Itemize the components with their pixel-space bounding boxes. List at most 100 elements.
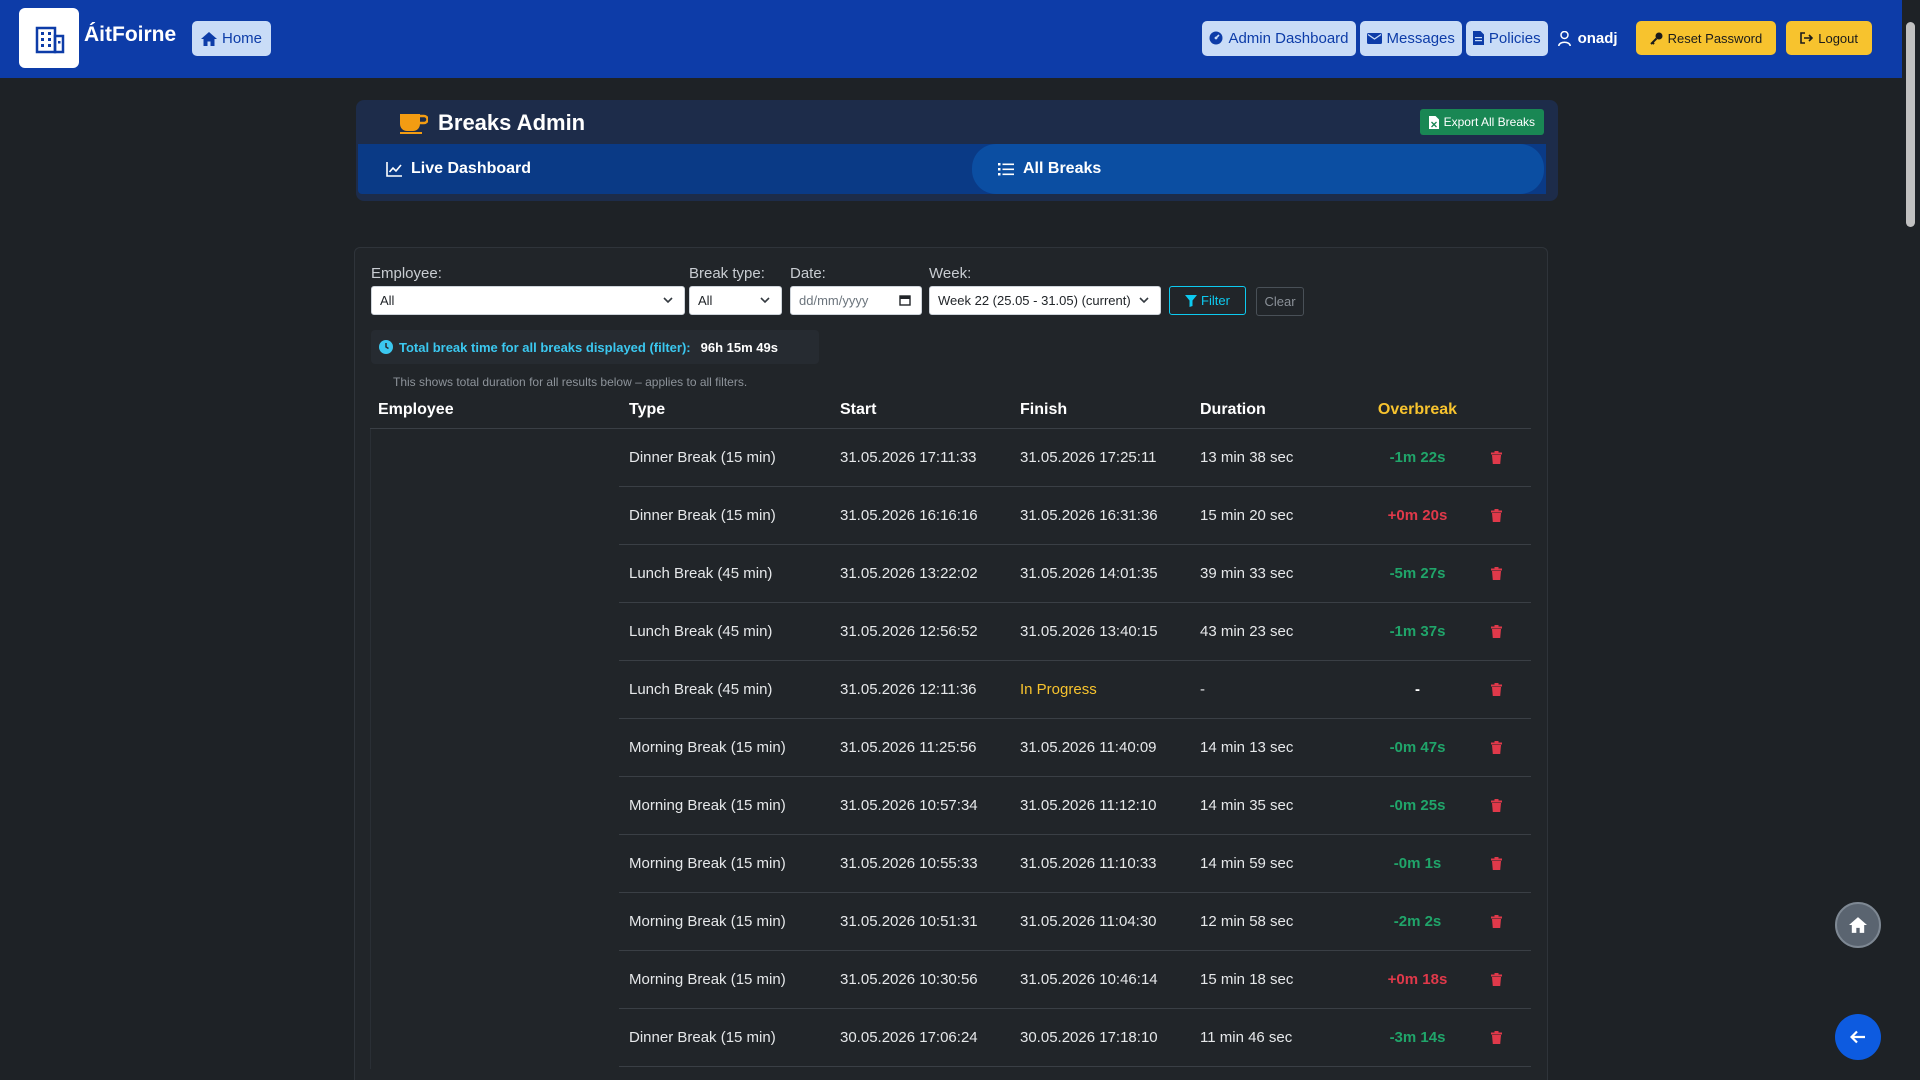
home-button[interactable]: Home xyxy=(192,21,272,56)
table-row: Lunch Break (45 min) 31.05.2026 12:11:36 I… xyxy=(619,661,1531,719)
header-employee[interactable]: Employee xyxy=(378,400,454,418)
cell-start: 31.05.2026 12:11:36 xyxy=(840,681,977,698)
chevron-down-icon xyxy=(760,297,770,304)
coffee-cup-icon xyxy=(400,114,428,134)
trash-icon xyxy=(1491,451,1502,464)
scrollbar-thumb[interactable] xyxy=(1906,22,1915,227)
employee-select[interactable]: All xyxy=(371,286,685,315)
user-menu[interactable]: onadj xyxy=(1557,30,1618,47)
calendar-icon xyxy=(899,295,911,306)
cell-overbreak: -1m 37s xyxy=(1389,623,1446,640)
trash-icon xyxy=(1491,973,1502,986)
date-input[interactable]: dd/mm/yyyy xyxy=(790,286,922,315)
admin-tabs: Live Dashboard All Breaks xyxy=(358,144,1546,194)
trash-icon xyxy=(1491,509,1502,522)
cell-type: Morning Break (15 min) xyxy=(629,971,786,988)
cell-overbreak: -0m 47s xyxy=(1389,739,1446,756)
floating-back-button[interactable] xyxy=(1835,1014,1881,1060)
cell-duration: 11 min 46 sec xyxy=(1200,1029,1293,1046)
tab-live-dashboard-label: Live Dashboard xyxy=(411,160,532,177)
cell-duration: 14 min 59 sec xyxy=(1200,855,1294,872)
delete-button[interactable] xyxy=(1491,835,1502,892)
header-duration[interactable]: Duration xyxy=(1200,400,1266,418)
trash-icon xyxy=(1491,857,1502,870)
header-finish[interactable]: Finish xyxy=(1020,400,1068,418)
reset-password-label: Reset Password xyxy=(1667,30,1763,46)
key-icon xyxy=(1649,32,1663,45)
admin-dashboard-button[interactable]: Admin Dashboard xyxy=(1202,20,1356,56)
cell-overbreak: -2m 2s xyxy=(1393,913,1442,930)
brand-name[interactable]: ÁitFoirne xyxy=(84,23,177,46)
cell-start: 31.05.2026 13:22:02 xyxy=(840,565,978,582)
cell-duration: 12 min 58 sec xyxy=(1200,913,1294,930)
table-row: Morning Break (15 min) 31.05.2026 11:25:5… xyxy=(619,719,1531,777)
cell-type: Morning Break (15 min) xyxy=(629,739,786,756)
logo[interactable] xyxy=(19,8,79,68)
delete-button[interactable] xyxy=(1491,777,1502,834)
delete-button[interactable] xyxy=(1491,719,1502,776)
breaks-admin-header: Breaks Admin Export All Breaks Live Dash… xyxy=(356,100,1558,201)
break-type-select[interactable]: All xyxy=(689,286,782,315)
cell-start: 31.05.2026 10:30:56 xyxy=(840,971,978,988)
cell-finish: 31.05.2026 11:04:30 xyxy=(1020,913,1157,930)
cell-overbreak: -0m 25s xyxy=(1389,797,1446,814)
table-body: Dinner Break (15 min) 31.05.2026 17:11:33… xyxy=(370,429,1531,1067)
delete-button[interactable] xyxy=(1491,951,1502,1008)
cell-duration: 15 min 18 sec xyxy=(1200,971,1294,988)
trash-icon xyxy=(1491,915,1502,928)
export-all-breaks-button[interactable]: Export All Breaks xyxy=(1419,109,1544,135)
clear-button[interactable]: Clear xyxy=(1256,287,1304,316)
cell-type: Lunch Break (45 min) xyxy=(629,623,773,640)
cell-start: 31.05.2026 10:51:31 xyxy=(840,913,978,930)
delete-button[interactable] xyxy=(1491,429,1502,486)
page-scrollbar[interactable] xyxy=(1902,0,1920,1080)
delete-button[interactable] xyxy=(1491,603,1502,660)
header-type[interactable]: Type xyxy=(629,400,666,418)
tab-live-dashboard[interactable]: Live Dashboard xyxy=(358,144,972,194)
clock-icon xyxy=(379,340,393,354)
delete-button[interactable] xyxy=(1491,893,1502,950)
cell-finish: 31.05.2026 16:31:36 xyxy=(1020,507,1158,524)
cell-duration: - xyxy=(1200,681,1205,698)
policies-button[interactable]: Policies xyxy=(1465,20,1548,56)
tab-all-breaks[interactable]: All Breaks xyxy=(972,144,1544,194)
user-icon xyxy=(1557,30,1571,46)
delete-button[interactable] xyxy=(1491,1009,1502,1066)
messages-button[interactable]: Messages xyxy=(1359,20,1462,56)
trash-icon xyxy=(1491,625,1502,638)
cell-duration: 15 min 20 sec xyxy=(1200,507,1294,524)
gauge-icon xyxy=(1209,31,1223,45)
cell-overbreak: +0m 20s xyxy=(1387,507,1448,524)
logout-button[interactable]: Logout xyxy=(1786,21,1872,55)
cell-finish: 31.05.2026 10:46:14 xyxy=(1020,971,1158,988)
floating-home-button[interactable] xyxy=(1835,902,1881,948)
filter-button[interactable]: Filter xyxy=(1169,286,1246,315)
cell-start: 31.05.2026 16:16:16 xyxy=(840,507,978,524)
header-overbreak[interactable]: Overbreak xyxy=(1377,400,1458,418)
table-row: Dinner Break (15 min) 31.05.2026 16:16:16… xyxy=(619,487,1531,545)
table-row: Dinner Break (15 min) 30.05.2026 17:06:24… xyxy=(619,1009,1531,1067)
cell-finish: 31.05.2026 11:12:10 xyxy=(1020,797,1157,814)
reset-password-button[interactable]: Reset Password xyxy=(1635,21,1777,55)
delete-button[interactable] xyxy=(1491,545,1502,602)
delete-button[interactable] xyxy=(1491,661,1502,718)
breaks-table: Employee Type Start Finish Duration Over… xyxy=(370,391,1531,1069)
nav-right-group: Admin Dashboard Messages Policies onadj … xyxy=(1202,20,1872,56)
cell-type: Morning Break (15 min) xyxy=(629,855,786,872)
table-row: Dinner Break (15 min) 31.05.2026 17:11:33… xyxy=(619,429,1531,487)
delete-button[interactable] xyxy=(1491,487,1502,544)
employee-column-cell xyxy=(370,429,619,1069)
total-break-time-value: 96h 15m 49s xyxy=(700,339,778,355)
table-row: Lunch Break (45 min) 31.05.2026 12:56:52 3… xyxy=(619,603,1531,661)
cell-overbreak: +0m 18s xyxy=(1387,971,1448,988)
date-label: Date: xyxy=(790,265,826,282)
header-start[interactable]: Start xyxy=(840,400,877,418)
cell-type: Lunch Break (45 min) xyxy=(629,565,773,582)
week-select[interactable]: Week 22 (25.05 - 31.05) (current) xyxy=(929,286,1161,315)
cell-finish: 31.05.2026 11:40:09 xyxy=(1020,739,1157,756)
cell-finish: 31.05.2026 14:01:35 xyxy=(1020,565,1158,582)
trash-icon xyxy=(1491,799,1502,812)
cell-start: 31.05.2026 12:56:52 xyxy=(840,623,978,640)
break-type-select-value: All xyxy=(698,293,713,308)
logout-label: Logout xyxy=(1818,30,1858,46)
